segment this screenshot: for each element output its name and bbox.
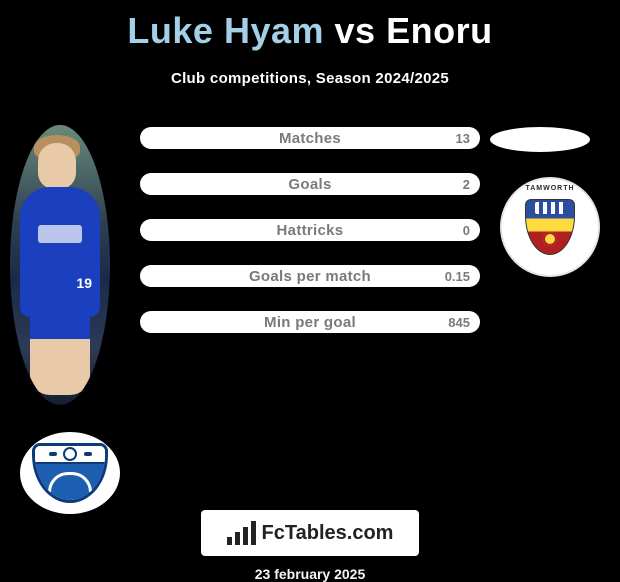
stat-value: 13 [456, 131, 470, 146]
vs-separator: vs [335, 10, 376, 51]
stat-row-hattricks: Hattricks 0 [140, 219, 480, 241]
site-rest: Tables.com [285, 522, 394, 544]
source-badge[interactable]: FcTables.com [201, 510, 419, 556]
bar-chart-icon [227, 521, 256, 545]
comparison-content: 19 Matches 13 Goals 2 Hattricks 0 Goals … [0, 125, 620, 435]
stat-value: 0 [463, 223, 470, 238]
site-fc: Fc [262, 522, 285, 544]
player2-name: Enoru [386, 10, 493, 51]
stat-row-min-per-goal: Min per goal 845 [140, 311, 480, 333]
stat-row-matches: Matches 13 [140, 127, 480, 149]
stat-value: 0.15 [445, 269, 470, 284]
player-shirt-number: 19 [76, 275, 92, 291]
player-legs [30, 315, 90, 395]
player1-name: Luke Hyam [127, 10, 324, 51]
stat-row-goals: Goals 2 [140, 173, 480, 195]
crest-text: TAMWORTH [525, 185, 574, 192]
player2-club-crest: TAMWORTH [500, 177, 600, 277]
crest-inner-shield [32, 443, 108, 503]
crest-top-band [35, 446, 105, 464]
crest-ball-icon [63, 447, 77, 461]
player-sponsor-patch [38, 225, 82, 243]
stat-label: Hattricks [277, 222, 344, 239]
comparison-title: Luke Hyam vs Enoru [0, 0, 620, 52]
player1-photo: 19 [10, 125, 110, 405]
player-head [38, 143, 76, 189]
crest-wave [84, 452, 92, 456]
season-subtitle: Club competitions, Season 2024/2025 [0, 70, 620, 87]
player-torso [20, 187, 100, 317]
stat-label: Goals [288, 176, 331, 193]
stat-label: Goals per match [249, 268, 371, 285]
stat-rows-container: Matches 13 Goals 2 Hattricks 0 Goals per… [140, 127, 480, 357]
player1-club-crest [20, 432, 120, 514]
stat-label: Matches [279, 130, 341, 147]
crest-wave [49, 452, 57, 456]
stat-row-goals-per-match: Goals per match 0.15 [140, 265, 480, 287]
stat-value: 2 [463, 177, 470, 192]
player2-placeholder-ellipse [490, 127, 590, 152]
source-site-label: FcTables.com [262, 522, 394, 545]
crest-flower [543, 232, 557, 246]
stat-value: 845 [448, 315, 470, 330]
stat-label: Min per goal [264, 314, 356, 331]
crest-shield [525, 199, 575, 255]
